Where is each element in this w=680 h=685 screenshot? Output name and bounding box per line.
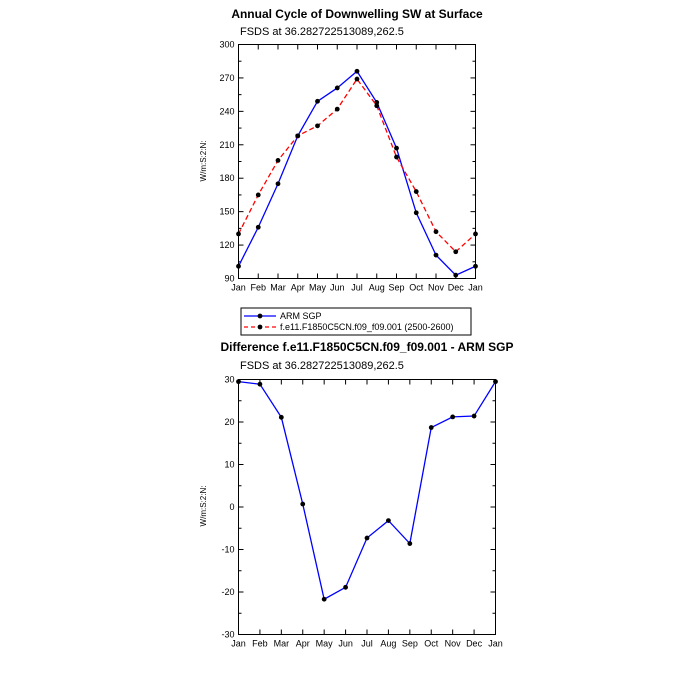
- chart1-series-1-point: [354, 68, 360, 74]
- chart2-x-tick-label: Dec: [466, 639, 483, 649]
- legend-label-arm-sgp: ARM SGP: [280, 311, 322, 321]
- chart1-x-tick-label: Mar: [270, 283, 286, 293]
- chart1-y-tick-label: 270: [219, 73, 234, 83]
- chart2-x-tick-label: Sep: [402, 639, 418, 649]
- chart2-x-tick-label: Mar: [274, 639, 290, 649]
- chart2-series-1-point: [278, 414, 284, 420]
- chart1-y-tick-label: 150: [219, 207, 234, 217]
- chart1-series-1-point: [334, 85, 340, 91]
- chart2-x-tick-label: Jan: [231, 639, 246, 649]
- chart2-x-tick-label: Apr: [296, 639, 310, 649]
- chart2-y-tick-label: 10: [224, 460, 234, 470]
- chart1-series-2-point: [236, 231, 241, 237]
- chart2-series-1-point: [407, 541, 413, 546]
- chart1-x-tick-label: Apr: [291, 283, 305, 293]
- chart1-series-1-point: [453, 272, 459, 278]
- chart2-subtitle: FSDS at 36.282722513089,262.5: [240, 360, 404, 372]
- chart1-series-2-point: [433, 229, 439, 235]
- chart2-y-tick-label: -30: [221, 630, 234, 640]
- chart2-plot-area: Jan Feb Mar Apr May Jun Jul Aug Sep Oct Nov Dec Jan-…: [221, 375, 502, 649]
- chart1-plot-area: Jan Feb Mar Apr May Jun Jul Aug Sep Oct Nov Dec Jan9…: [219, 40, 482, 293]
- chart2-series-1-point: [364, 535, 370, 541]
- chart1-y-tick-label: 240: [219, 106, 234, 116]
- chart2-x-tick-label: Jun: [338, 639, 353, 649]
- legend-label-model: f.e11.F1850C5CN.f09_f09.001 (2500-2600): [280, 322, 453, 332]
- chart1-series-1-point: [433, 252, 439, 258]
- chart2-x-tick-label: May: [316, 639, 334, 649]
- chart1-series-1-point: [255, 224, 261, 230]
- chart1-y-tick-label: 300: [219, 40, 234, 50]
- chart1-series-2-point: [275, 157, 281, 163]
- chart1-x-tick-label: Oct: [409, 283, 424, 293]
- chart1-y-tick-label: 210: [219, 140, 234, 150]
- legend-marker-arm-sgp: [257, 313, 263, 319]
- chart2-x-tick-label: Oct: [424, 639, 439, 649]
- chart1-x-tick-label: Jan: [231, 283, 246, 293]
- chart1-series-1-point: [413, 210, 419, 216]
- chart1-series-1-line: [237, 70, 476, 276]
- chart2-title: Difference f.e11.F1850C5CN.f09_f09.001 -…: [220, 340, 513, 354]
- chart2-series-1-point: [300, 501, 306, 507]
- chart2-series-1-point: [471, 413, 477, 419]
- chart1-x-tick-label: Jan: [468, 283, 483, 293]
- chart2-frame: [238, 379, 496, 635]
- chart1-y-tick-label: 180: [219, 173, 234, 183]
- chart1-series-2-point: [394, 154, 399, 160]
- chart2-series-1-line: [238, 380, 497, 601]
- chart1-series-1-point: [315, 98, 320, 104]
- chart2-x-tick-label: Jul: [361, 639, 373, 649]
- chart2-series-1-point: [428, 425, 434, 430]
- chart1-series-1-point: [236, 263, 241, 269]
- chart2-series-1-point: [257, 381, 263, 387]
- chart1-series-2-point: [413, 189, 419, 194]
- chart2-series-1-point: [450, 414, 456, 420]
- legend-marker-model: [257, 324, 263, 330]
- chart1-x-tick-label: Nov: [428, 283, 445, 293]
- chart2-ylabel: W/m:S:2:N:: [199, 486, 208, 527]
- chart2-y-tick-label: 0: [229, 502, 234, 512]
- chart1-x-tick-label: Aug: [369, 283, 385, 293]
- chart2-series-1-point: [236, 379, 241, 385]
- chart1-y-tick-label: 120: [219, 240, 234, 250]
- chart2-series-1-point: [493, 379, 498, 385]
- chart1-series-2-point: [255, 192, 261, 198]
- chart1-x-tick-label: Jun: [330, 283, 345, 293]
- chart2-series-1-point: [386, 518, 391, 523]
- chart1-subtitle: FSDS at 36.282722513089,262.5: [240, 26, 404, 38]
- chart1-series-2-point: [315, 123, 320, 129]
- chart1-series-2-point: [473, 231, 478, 237]
- chart1-y-tick-label: 90: [224, 274, 234, 284]
- chart2-x-tick-label: Jan: [488, 639, 503, 649]
- chart2-y-tick-label: 20: [224, 417, 234, 427]
- chart2-series-1-point: [343, 584, 348, 590]
- chart2-x-tick-label: Feb: [252, 639, 268, 649]
- chart1-legend: ARM SGP f.e11.F1850C5CN.f09_f09.001 (250…: [240, 307, 472, 336]
- chart2-x-tick-label: Aug: [380, 639, 396, 649]
- chart2-y-tick-label: -10: [221, 545, 234, 555]
- chart1-series-2-point: [354, 76, 360, 82]
- chart2-x-tick-label: Nov: [445, 639, 462, 649]
- chart1-series-2-point: [334, 106, 340, 112]
- chart1-x-tick-label: Jul: [351, 283, 363, 293]
- chart1-series-1-point: [394, 145, 399, 151]
- chart1-x-tick-label: Sep: [388, 283, 404, 293]
- chart1-ylabel: W/m:S:2:N:: [199, 141, 208, 182]
- chart2-y-tick-label: 30: [224, 375, 234, 385]
- chart1-series-2-point: [295, 133, 301, 139]
- chart2-y-tick-label: -20: [221, 587, 234, 597]
- chart1-x-tick-label: May: [309, 283, 327, 293]
- chart2-series-1-point: [321, 596, 327, 602]
- chart1-series-2-line: [237, 77, 476, 253]
- chart1-series-1-point: [374, 100, 380, 105]
- chart1-series-1-point: [473, 263, 478, 269]
- chart1-series-1-point: [275, 181, 281, 187]
- chart1-series-2-point: [453, 249, 459, 255]
- chart1-series-2-point: [374, 103, 380, 109]
- legend-box: [240, 307, 472, 336]
- chart1-title: Annual Cycle of Downwelling SW at Surfac…: [231, 7, 483, 21]
- chart1-x-tick-label: Dec: [448, 283, 465, 293]
- chart1-x-tick-label: Feb: [250, 283, 266, 293]
